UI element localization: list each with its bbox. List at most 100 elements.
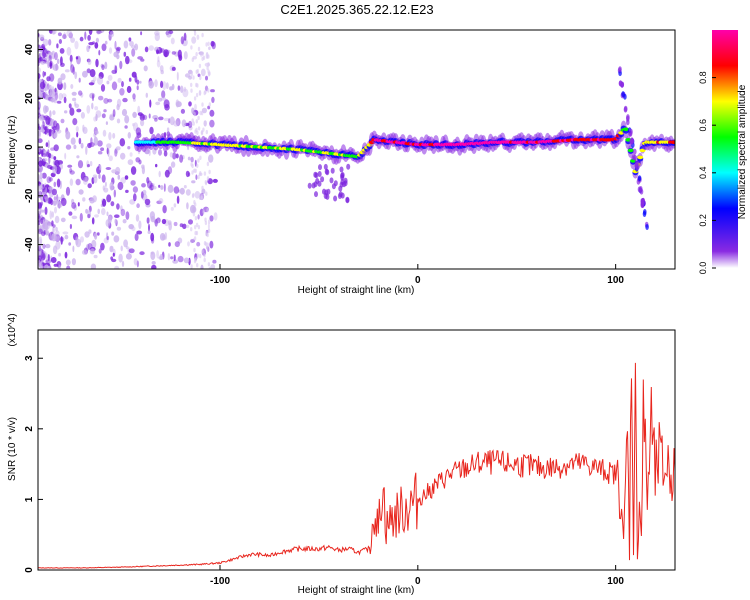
spectrogram-noise-cell [207,62,210,67]
spectrogram-noise-cell [117,181,124,191]
spectrogram-noise-cell [58,252,61,257]
spectrogram-noise-cell [160,185,164,190]
spectrogram-cell [325,169,330,176]
spectrogram-cell [317,171,322,177]
snr-axes: -100 0 100 0 1 2 3 [24,355,624,587]
spectrogram-noise-cell [60,197,67,207]
spectrogram-noise-cell [183,86,187,92]
spectrogram-noise-cell [204,241,208,247]
spectrogram-noise-cell [106,236,110,240]
spectrogram-noise-cell [77,160,84,169]
spectrogram-noise-cell [38,168,41,173]
spectrogram-noise-cell [167,220,172,226]
spectrogram-noise-cell [119,60,123,70]
spectrogram-noise-cell [194,202,197,207]
spectrogram-cell [322,188,326,195]
spectrogram-noise-cell [59,203,63,208]
spectrogram-noise-cell [139,251,145,256]
spectrogram-noise-cell [103,97,109,104]
spectrogram-noise-cell [104,181,107,188]
spectrogram-noise-cell [197,158,200,163]
spectrogram-noise-cell [110,201,115,207]
spectrogram-noise-cell [80,142,84,149]
spectrogram-cell [315,178,320,184]
spectrogram-noise-cell [149,99,152,108]
spectrogram-noise-cell [38,184,43,189]
spectrogram-noise-cell [109,181,114,191]
spectrogram-ytick-label: -20 [24,188,35,203]
spectrogram-noise-cell [84,31,87,40]
spectrogram-noise-cell [39,129,46,133]
spectrogram-cell [326,188,331,195]
spectrogram-cell [338,191,343,198]
spectrogram-cell [623,105,628,112]
spectrogram-cell [314,191,318,198]
snr-xlabel: Height of straight line (km) [298,585,415,596]
spectrogram-noise-cell [138,220,142,230]
snr-xtick-label: -100 [210,576,230,587]
spectrogram-noise-cell [91,239,97,249]
spectrogram-noise-cell [65,144,72,150]
spectrogram-noise-cell [45,259,51,264]
spectrogram-noise-cell [94,232,98,240]
spectrogram-noise-cell [203,171,207,176]
spectrogram-cell [631,154,636,161]
figure-title: C2E1.2025.365.22.12.E23 [280,2,433,17]
spectrogram-noise-cell [42,70,45,78]
spectrogram-noise-cell [201,185,204,191]
spectrogram-noise-cell [205,42,208,47]
spectrogram-noise-cell [208,71,211,76]
spectrogram-noise-cell [117,77,122,83]
spectrogram-noise-cell [63,82,67,90]
spectrogram-noise-cell [56,178,61,188]
spectrogram-noise-cell [155,163,158,168]
spectrogram-noise-cell [90,263,97,269]
spectrogram-noise-cell [116,226,122,231]
spectrogram-noise-cell [43,158,48,162]
spectrogram-noise-cell [80,171,86,181]
spectrogram-noise-cell [139,80,142,84]
spectrogram-cell [620,81,624,88]
spectrogram-noise-cell [195,52,198,57]
spectrogram-noise-cell [156,59,161,68]
spectrogram-noise-cell [133,258,138,266]
spectrogram-noise-cell [158,184,161,188]
spectrogram-noise-cell [95,58,99,68]
spectrogram-cell [343,177,348,184]
spectrogram-noise-cell [129,40,134,47]
spectrogram-noise-cell [57,196,62,201]
spectrogram-noise-cell [72,97,77,102]
spectrogram-noise-cell [106,232,109,241]
spectrogram-noise-cell [126,85,132,94]
spectrogram-noise-cell [39,92,43,99]
spectrogram-noise-cell [146,180,153,189]
spectrogram-noise-cell [187,120,193,129]
spectrogram-noise-cell [136,230,143,235]
snr-ytick-label: 3 [24,355,35,361]
spectrogram-noise-cell [57,32,62,37]
spectrogram-noise-cell [121,108,128,117]
spectrogram-noise-cell [118,253,123,263]
spectrogram-noise-cell [45,128,51,133]
spectrogram-noise-cell [128,224,134,230]
spectrogram-noise-cell [195,82,198,88]
spectrogram-noise-cell [174,241,180,248]
spectrogram-noise-cell [101,64,105,71]
spectrogram-noise-cell [186,202,189,210]
spectrogram-noise-cell [197,214,200,220]
spectrogram-noise-cell [38,245,42,252]
spectrogram-noise-cell [38,146,41,153]
spectrogram-noise-cell [70,37,75,43]
spectrogram-noise-cell [50,154,54,160]
spectrogram-noise-cell [164,51,168,58]
colorbar-tick-label: 0.6 [698,119,708,132]
spectrogram-noise-cell [148,148,151,157]
spectrogram-noise-cell [47,59,50,69]
spectrogram-noise-cell [68,32,73,39]
spectrogram-noise-cell [93,116,97,122]
spectrogram-noise-cell [111,81,118,91]
spectrogram-noise-cell [103,109,107,113]
spectrogram-noise-cell [41,187,46,190]
spectrogram-cell [340,172,345,179]
spectrogram-noise-cell [51,220,54,227]
